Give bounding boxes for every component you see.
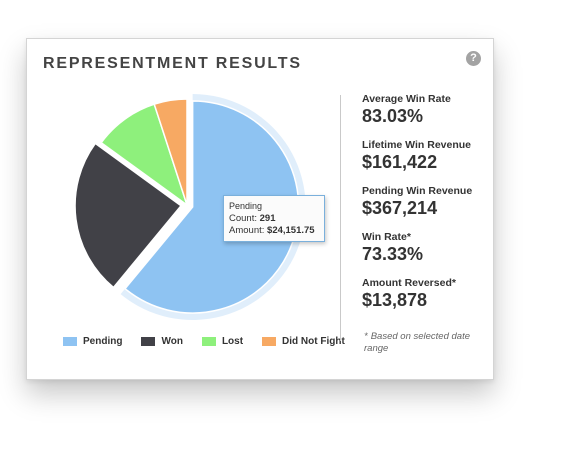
footnote: * Based on selected date range bbox=[364, 331, 474, 355]
legend-label-won: Won bbox=[161, 336, 183, 347]
stat-amount-reversed: Amount Reversed* $13,878 bbox=[362, 277, 472, 311]
footnote-star: * bbox=[364, 331, 368, 342]
stat-win-rate: Win Rate* 73.33% bbox=[362, 231, 472, 265]
legend-label-pending: Pending bbox=[83, 336, 123, 347]
stat-pending-win-revenue: Pending Win Revenue $367,214 bbox=[362, 185, 472, 219]
tooltip-amount-label: Amount: bbox=[229, 225, 268, 236]
legend-swatch-pending bbox=[63, 337, 77, 346]
stat-lifetime-win-revenue: Lifetime Win Revenue $161,422 bbox=[362, 139, 472, 173]
stat-value: 73.33% bbox=[362, 244, 424, 264]
stats-panel: Average Win Rate 83.03% Lifetime Win Rev… bbox=[362, 93, 472, 323]
vertical-divider bbox=[340, 95, 341, 341]
pie-slice-pending[interactable] bbox=[124, 100, 300, 314]
stat-label: Amount Reversed* bbox=[362, 277, 456, 289]
help-icon[interactable]: ? bbox=[466, 51, 481, 66]
card-title: REPRESENTMENT RESULTS bbox=[43, 55, 302, 72]
tooltip-amount-value: $24,151.75 bbox=[267, 225, 315, 236]
legend-item-did-not-fight[interactable]: Did Not Fight bbox=[262, 336, 345, 347]
tooltip-amount: Amount: $24,151.75 bbox=[229, 225, 319, 237]
stat-label: Pending Win Revenue bbox=[362, 185, 473, 197]
tooltip-count-label: Count: bbox=[229, 213, 260, 224]
legend-swatch-lost bbox=[201, 337, 216, 346]
chart-tooltip: Pending Count: 291 Amount: $24,151.75 bbox=[223, 195, 325, 242]
pie-chart bbox=[74, 94, 306, 321]
legend-item-won[interactable]: Won bbox=[141, 336, 183, 347]
stat-value: 83.03% bbox=[362, 106, 424, 126]
stat-value: $13,878 bbox=[362, 290, 428, 310]
tooltip-count: Count: 291 bbox=[229, 213, 319, 225]
legend-label-did-not-fight: Did Not Fight bbox=[282, 336, 345, 347]
pie-slice-did-not-fight[interactable] bbox=[153, 98, 188, 206]
pie-slice-won[interactable] bbox=[74, 142, 183, 289]
tooltip-count-value: 291 bbox=[259, 213, 276, 224]
stat-label: Average Win Rate bbox=[362, 93, 451, 105]
stat-average-win-rate: Average Win Rate 83.03% bbox=[362, 93, 472, 127]
legend-label-lost: Lost bbox=[221, 336, 244, 347]
legend-swatch-won bbox=[141, 337, 156, 346]
legend-item-pending[interactable]: Pending bbox=[63, 336, 122, 347]
legend-item-lost[interactable]: Lost bbox=[201, 336, 244, 347]
tooltip-series-name: Pending bbox=[229, 201, 263, 211]
stat-label: Win Rate* bbox=[362, 231, 411, 243]
stat-value: $161,422 bbox=[362, 152, 438, 172]
footnote-text: Based on selected date range bbox=[364, 331, 470, 354]
representment-results-card: REPRESENTMENT RESULTS ? Pending Count: 2… bbox=[26, 38, 494, 380]
legend-swatch-did-not-fight bbox=[262, 337, 277, 346]
stat-value: $367,214 bbox=[362, 198, 438, 218]
stat-label: Lifetime Win Revenue bbox=[362, 139, 472, 151]
chart-legend: Pending Won Lost Did Not Fight bbox=[63, 336, 345, 347]
